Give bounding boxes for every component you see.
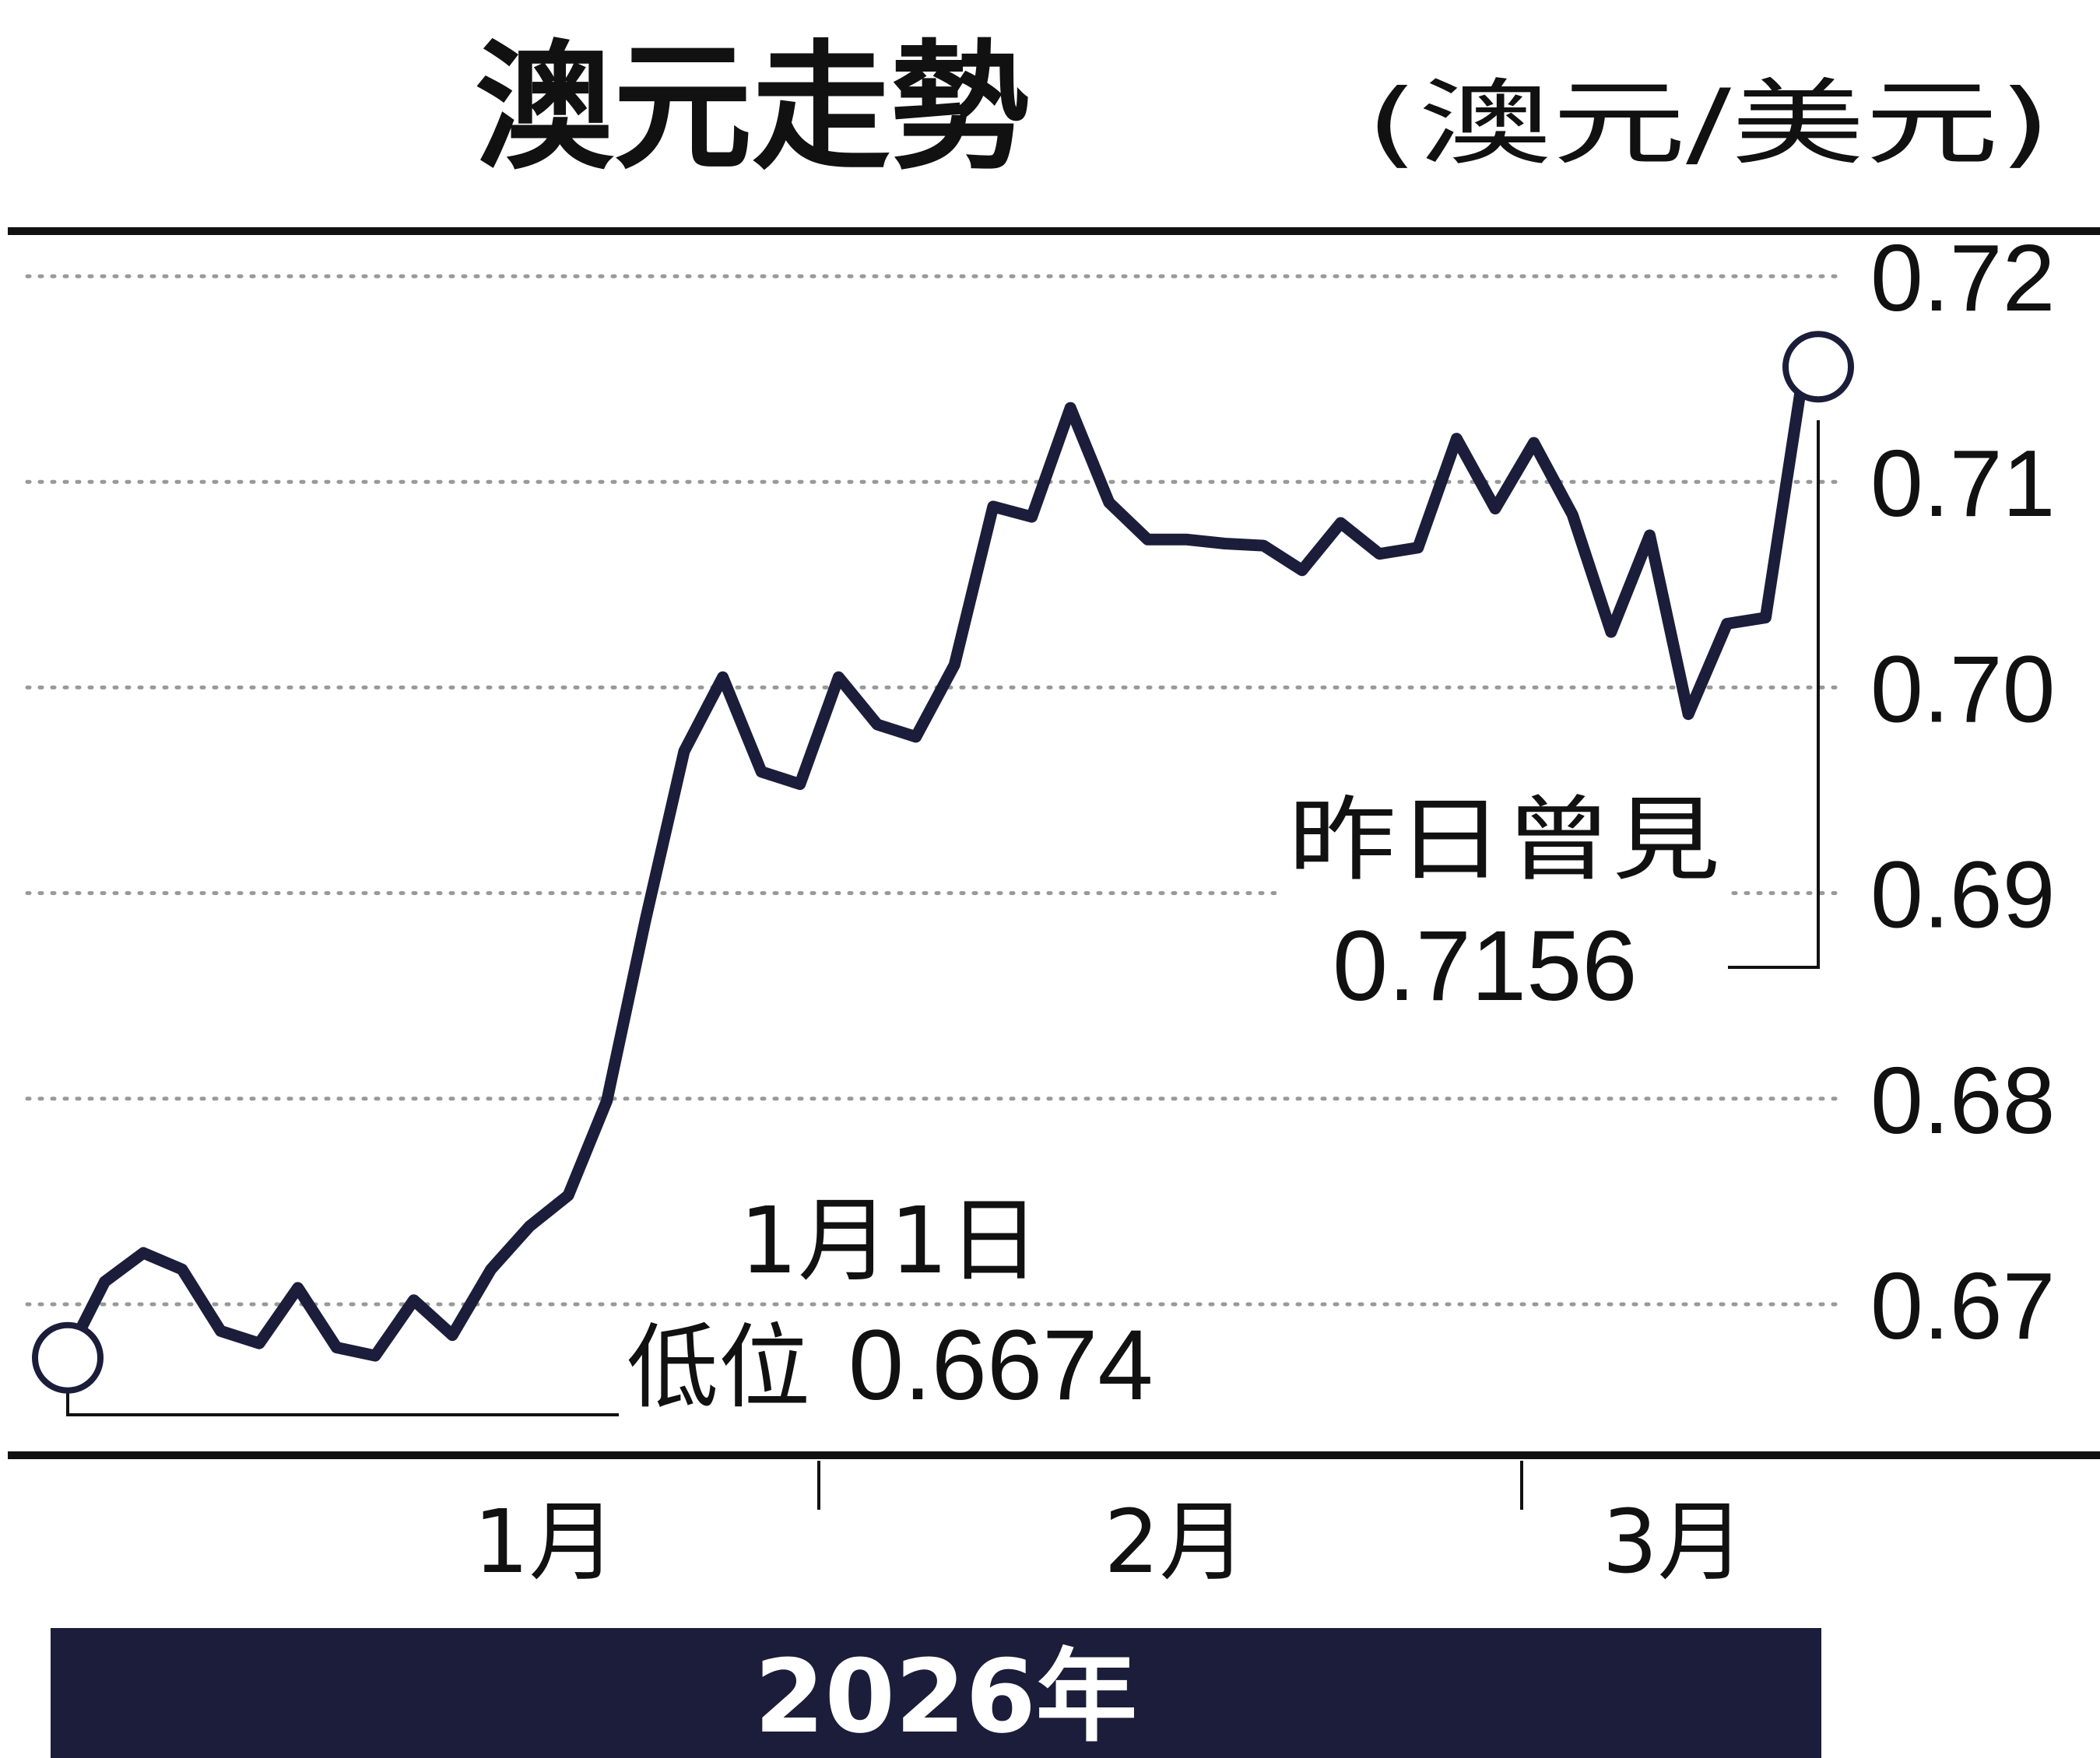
low-leader-line: [66, 1377, 619, 1416]
high-annotation-value: 0.7156: [1333, 911, 1638, 1022]
y-tick-label: 0.67: [1870, 1253, 2055, 1359]
y-tick-label: 0.68: [1870, 1047, 2055, 1153]
chart-title: 澳元走勢: [475, 27, 1029, 188]
x-tick-label: 2月: [1104, 1492, 1246, 1593]
low-point-marker: [32, 1321, 104, 1394]
year-banner: [51, 1628, 1821, 1758]
y-tick-label: 0.72: [1870, 225, 2055, 331]
y-ticks: 0.72 0.71 0.70 0.69 0.68 0.67: [1870, 225, 2055, 1359]
high-point-marker: [1782, 331, 1854, 403]
y-tick-label: 0.69: [1870, 842, 2055, 948]
low-annotation-label: 低位: [627, 1314, 810, 1421]
bottom-rule: [8, 1451, 2100, 1459]
high-annotation-label: 昨日曾見: [1288, 786, 1720, 893]
chart-unit: (澳元/美元): [1366, 70, 2051, 178]
low-annotation-date: 1月1日: [739, 1187, 1040, 1294]
x-tick-label: 3月: [1602, 1492, 1744, 1593]
high-leader-line: [1724, 420, 1820, 969]
high-annotation-bg: [1277, 786, 1728, 1012]
y-tick-label: 0.71: [1870, 430, 2055, 536]
series-line: [60, 360, 1810, 1364]
y-tick-label: 0.70: [1870, 636, 2055, 742]
x-tick-label: 1月: [473, 1492, 616, 1593]
top-rule: [8, 227, 2100, 235]
low-annotation-value: 0.6674: [848, 1310, 1154, 1421]
year-label: 2026年: [754, 1637, 1137, 1756]
